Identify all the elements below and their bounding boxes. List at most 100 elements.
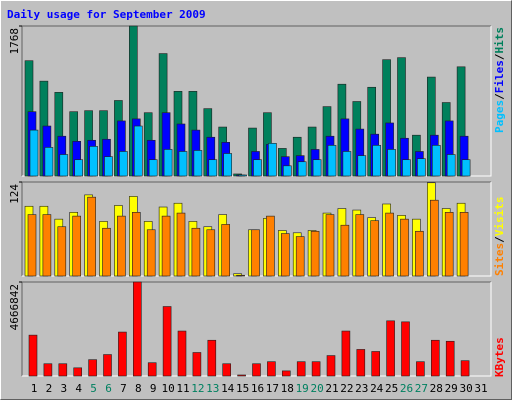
x-tick-label: 21 bbox=[325, 382, 338, 395]
bar bbox=[119, 151, 128, 177]
bar bbox=[208, 159, 218, 177]
bar bbox=[415, 230, 424, 277]
bar bbox=[29, 129, 39, 177]
bar bbox=[372, 145, 382, 177]
bar bbox=[206, 229, 216, 277]
legend: Pages/Files/Hits bbox=[493, 27, 506, 133]
bar bbox=[221, 224, 230, 277]
legend-entry: Sites bbox=[493, 243, 506, 276]
bar bbox=[459, 212, 469, 277]
y-tick-label: 124 bbox=[8, 184, 21, 204]
bar bbox=[431, 145, 441, 177]
bar bbox=[73, 367, 82, 377]
bar bbox=[310, 230, 320, 277]
bar bbox=[146, 229, 156, 277]
legend-entry: Hits bbox=[493, 27, 506, 54]
x-tick-label: 18 bbox=[281, 382, 294, 395]
bar bbox=[429, 199, 439, 277]
bar bbox=[251, 229, 260, 277]
bar bbox=[42, 214, 52, 277]
x-tick-label: 6 bbox=[105, 382, 112, 395]
bar bbox=[133, 281, 142, 377]
bar bbox=[326, 355, 336, 377]
bar bbox=[371, 351, 381, 377]
x-tick-label: 13 bbox=[206, 382, 219, 395]
x-tick-label: 20 bbox=[310, 382, 323, 395]
x-tick-label: 27 bbox=[415, 382, 428, 395]
x-tick-label: 28 bbox=[430, 382, 443, 395]
bar bbox=[295, 236, 305, 277]
bar bbox=[102, 227, 111, 277]
bar bbox=[416, 361, 425, 377]
bar bbox=[342, 151, 352, 177]
x-tick-label: 15 bbox=[236, 382, 249, 395]
bar bbox=[266, 215, 275, 277]
bar bbox=[193, 150, 203, 177]
bar bbox=[238, 174, 247, 177]
x-tick-label: 8 bbox=[135, 382, 142, 395]
bar bbox=[58, 363, 68, 377]
legend-separator: / bbox=[493, 93, 506, 100]
x-tick-label: 2 bbox=[46, 382, 53, 395]
bar bbox=[59, 154, 69, 177]
bar bbox=[162, 306, 172, 377]
y-tick-label: 4666842 bbox=[8, 284, 21, 330]
bar bbox=[161, 215, 171, 277]
bar bbox=[88, 359, 97, 377]
x-tick-label: 23 bbox=[355, 382, 368, 395]
x-tick-label: 4 bbox=[75, 382, 82, 395]
bar bbox=[74, 159, 83, 177]
x-tick-label: 16 bbox=[251, 382, 264, 395]
x-tick-label: 24 bbox=[370, 382, 384, 395]
bar bbox=[400, 218, 409, 277]
bar bbox=[370, 220, 380, 277]
bar bbox=[87, 196, 96, 277]
x-tick-label: 19 bbox=[296, 382, 309, 395]
x-tick-label: 17 bbox=[266, 382, 279, 395]
bar bbox=[44, 147, 54, 177]
panel bbox=[22, 282, 491, 376]
bar bbox=[177, 330, 187, 377]
x-tick-label: 10 bbox=[161, 382, 174, 395]
bar bbox=[385, 212, 394, 277]
bar bbox=[417, 158, 426, 177]
bar bbox=[253, 159, 262, 177]
x-tick-label: 31 bbox=[474, 382, 487, 395]
bar bbox=[460, 360, 470, 377]
x-tick-label: 25 bbox=[385, 382, 398, 395]
x-tick-label: 1 bbox=[31, 382, 38, 395]
bar bbox=[312, 159, 322, 177]
legend: Sites/Visits bbox=[493, 197, 506, 277]
bar bbox=[402, 159, 411, 177]
bar bbox=[148, 159, 158, 177]
bar bbox=[444, 212, 454, 277]
bar bbox=[461, 159, 471, 177]
bar bbox=[267, 361, 276, 377]
bar bbox=[57, 226, 67, 277]
legend: KBytes bbox=[493, 337, 506, 377]
x-tick-label: 12 bbox=[191, 382, 204, 395]
bar bbox=[340, 224, 350, 277]
bar bbox=[357, 155, 367, 177]
legend-entry: Visits bbox=[493, 197, 506, 237]
bar bbox=[132, 212, 141, 277]
x-tick-label: 11 bbox=[176, 382, 189, 395]
bar bbox=[445, 340, 455, 377]
bar bbox=[387, 149, 396, 177]
bar bbox=[446, 154, 456, 177]
bar bbox=[311, 361, 321, 377]
x-tick-label: 9 bbox=[150, 382, 157, 395]
x-tick-label: 7 bbox=[120, 382, 127, 395]
bar bbox=[356, 349, 366, 377]
bar bbox=[222, 363, 231, 377]
bar bbox=[72, 215, 81, 277]
x-tick-label: 5 bbox=[90, 382, 97, 395]
bar bbox=[223, 153, 232, 177]
chart-title: Daily usage for September 2009 bbox=[7, 8, 206, 21]
bar bbox=[401, 321, 410, 377]
x-tick-label: 26 bbox=[400, 382, 413, 395]
bar bbox=[117, 215, 126, 277]
bar bbox=[355, 214, 365, 277]
